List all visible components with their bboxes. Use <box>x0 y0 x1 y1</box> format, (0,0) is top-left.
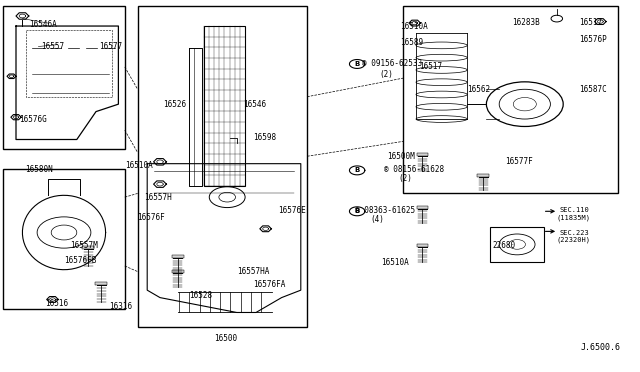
Text: 16557: 16557 <box>42 42 65 51</box>
Text: 16517: 16517 <box>419 62 442 71</box>
Text: 16576G: 16576G <box>19 115 47 124</box>
Text: 16576FA: 16576FA <box>253 280 285 289</box>
Text: 16576FB: 16576FB <box>64 256 97 265</box>
Text: (4): (4) <box>370 215 384 224</box>
Text: 16576F: 16576F <box>138 213 165 222</box>
Text: 16576P: 16576P <box>579 35 607 44</box>
Text: SEC.223: SEC.223 <box>560 230 589 235</box>
Text: 16598: 16598 <box>253 133 276 142</box>
Text: 16546A: 16546A <box>29 20 56 29</box>
Polygon shape <box>417 206 428 209</box>
Text: (2): (2) <box>398 174 412 183</box>
Polygon shape <box>417 244 428 247</box>
Text: 16562: 16562 <box>467 85 490 94</box>
Text: 16526: 16526 <box>163 100 186 109</box>
Text: 16510A: 16510A <box>400 22 428 31</box>
Text: 16500M: 16500M <box>387 152 415 161</box>
Bar <box>3 6 125 149</box>
Bar <box>204 26 245 186</box>
Text: 16589: 16589 <box>400 38 423 47</box>
Text: 16510A: 16510A <box>125 161 152 170</box>
Text: B: B <box>355 61 360 67</box>
Polygon shape <box>95 282 107 285</box>
Polygon shape <box>477 174 489 177</box>
Bar <box>138 6 307 327</box>
Polygon shape <box>172 270 184 273</box>
Text: ® 08156-61628: ® 08156-61628 <box>384 165 444 174</box>
Text: 22680: 22680 <box>493 241 516 250</box>
Text: SEC.110: SEC.110 <box>560 207 589 213</box>
Text: (11835M): (11835M) <box>557 214 591 221</box>
Text: B: B <box>355 167 360 173</box>
Text: 16576E: 16576E <box>278 206 306 215</box>
Text: 16316: 16316 <box>109 302 132 311</box>
Text: 16528: 16528 <box>189 291 212 300</box>
Text: 16580N: 16580N <box>26 165 53 174</box>
Text: (22320H): (22320H) <box>557 237 591 243</box>
Text: 16557M: 16557M <box>70 241 98 250</box>
Bar <box>3 169 125 309</box>
Text: 16587C: 16587C <box>579 85 607 94</box>
Polygon shape <box>417 153 428 156</box>
Polygon shape <box>172 255 184 258</box>
Text: (2): (2) <box>379 70 393 79</box>
Text: B: B <box>355 208 360 214</box>
Text: 16500: 16500 <box>214 334 237 343</box>
Bar <box>403 6 618 193</box>
Text: 16577F: 16577F <box>506 157 533 166</box>
Text: 16557H: 16557H <box>144 193 172 202</box>
Text: ® 09156-62533: ® 09156-62533 <box>362 59 422 68</box>
Text: 16283B: 16283B <box>512 18 540 27</box>
Text: 16517: 16517 <box>579 18 602 27</box>
Text: 16516: 16516 <box>45 299 68 308</box>
Bar <box>490 227 544 262</box>
Text: 16577: 16577 <box>99 42 122 51</box>
Text: 16557HA: 16557HA <box>237 267 269 276</box>
Text: 16546: 16546 <box>243 100 266 109</box>
Text: ® 08363-61625: ® 08363-61625 <box>355 206 415 215</box>
Text: J.6500.6: J.6500.6 <box>581 343 621 352</box>
Text: 16510A: 16510A <box>381 258 408 267</box>
Polygon shape <box>83 246 94 249</box>
